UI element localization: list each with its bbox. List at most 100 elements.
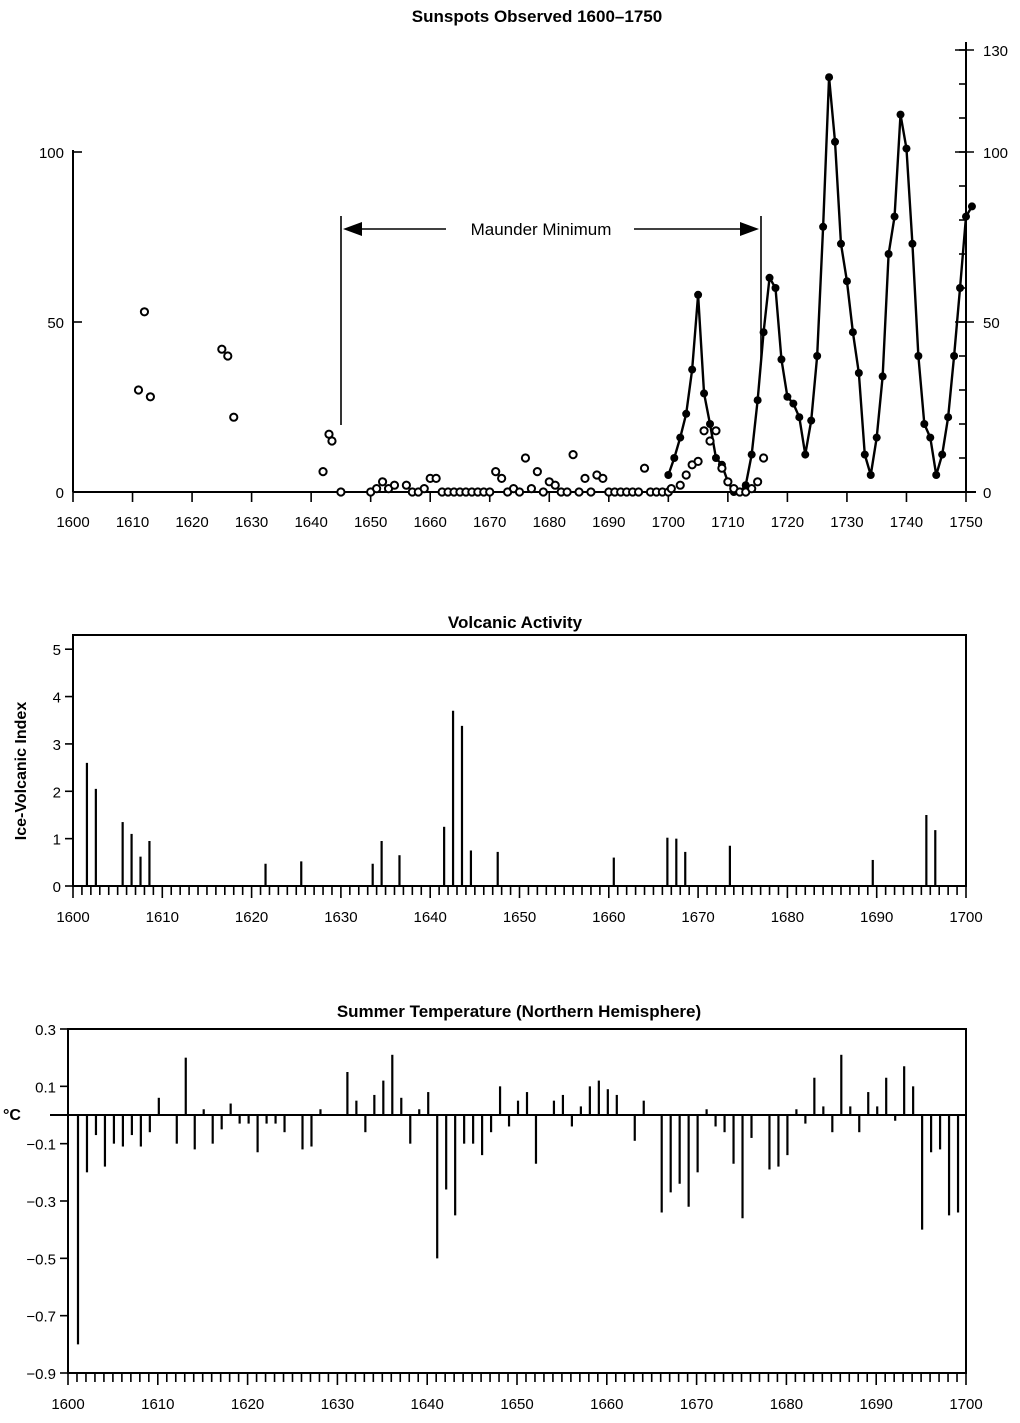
temperature-bars (76, 1054, 960, 1345)
sunspot-point-open (550, 480, 560, 490)
y-tick-label: 0.1 (35, 1079, 56, 1096)
y-tick-label-left: 0 (56, 485, 64, 502)
sunspot-point-filled (813, 352, 822, 360)
volcanic-ticks: 1600 1610 1620 1630 1640 1650 1660 1670 1680 1690… (53, 642, 983, 926)
x-tick-label: 1680 (770, 1396, 803, 1413)
sunspot-point-open (633, 487, 644, 497)
y-tick-label-right: 100 (983, 145, 1008, 162)
sunspot-point-filled (682, 409, 691, 418)
temperature-panel: Summer Temperature (Northern Hemisphere)… (3, 1002, 983, 1413)
x-tick-label: 1670 (680, 1396, 713, 1413)
sunspot-point-filled (700, 389, 709, 398)
volcanic-y-label: Ice-Volcanic Index (13, 702, 30, 841)
sunspot-line (667, 77, 973, 494)
x-tick-label: 1680 (533, 514, 566, 531)
x-tick-label: 1700 (652, 514, 685, 531)
sunspot-point-filled (795, 413, 804, 422)
sunspot-point-filled (854, 369, 863, 377)
x-tick-label: 1640 (294, 514, 327, 531)
x-tick-label: 1620 (175, 514, 208, 531)
sunspot-point-filled (759, 328, 768, 337)
x-tick-label: 1660 (590, 1396, 623, 1413)
sunspot-point-filled (914, 352, 923, 360)
x-tick-label: 1660 (414, 514, 447, 531)
sunspot-point-open (491, 467, 501, 477)
sunspot-point-filled (765, 273, 774, 282)
sunspot-point-open (223, 351, 233, 361)
x-tick-label: 1620 (235, 909, 268, 926)
sunspot-point-filled (896, 110, 905, 119)
sunspot-point-filled (860, 450, 869, 459)
sunspot-point-filled (872, 433, 881, 442)
x-tick-label: 1610 (141, 1396, 174, 1413)
sunspot-point-open (568, 450, 578, 460)
x-tick-label: 1670 (681, 909, 714, 926)
x-tick-label: 1690 (592, 514, 625, 531)
sunspot-point-filled (694, 290, 703, 299)
sunspot-point-open (705, 436, 715, 446)
x-tick-label: 1610 (146, 909, 179, 926)
sunspot-point-open (327, 436, 337, 446)
sunspot-point-filled (848, 328, 857, 337)
maunder-minimum-label: Maunder Minimum (471, 220, 612, 239)
sunspot-point-open (574, 487, 584, 497)
sunspots-title: Sunspots Observed 1600–1750 (412, 7, 662, 26)
sunspot-point-open (639, 463, 650, 473)
sunspot-point-filled (747, 450, 756, 459)
x-tick-label: 1720 (771, 514, 804, 531)
x-tick-label: 1630 (324, 909, 357, 926)
x-tick-label: 1680 (771, 909, 804, 926)
sunspot-point-open (711, 426, 721, 436)
y-tick-label-right: 50 (983, 315, 1000, 332)
sunspot-point-filled (944, 413, 953, 422)
sunspot-point-open (139, 307, 150, 317)
sunspot-point-filled (777, 355, 786, 364)
sunspot-point-filled (771, 284, 780, 292)
sunspot-point-open (377, 477, 388, 487)
x-tick-label: 1640 (411, 1396, 444, 1413)
sunspot-point-filled (836, 239, 845, 248)
y-tick-label: 4 (53, 690, 61, 707)
sunspot-point-filled (956, 284, 965, 292)
sunspot-point-open (717, 463, 727, 473)
sunspot-point-filled (938, 450, 947, 459)
sunspot-point-open (318, 467, 328, 477)
sunspot-point-filled (783, 392, 792, 401)
x-tick-label: 1600 (56, 514, 89, 531)
maunder-minimum-annotation: Maunder Minimum (340, 216, 762, 425)
sunspot-point-open (586, 487, 596, 497)
x-tick-label: 1650 (354, 514, 387, 531)
sunspot-point-open (580, 473, 590, 483)
x-tick-label: 1700 (949, 1396, 982, 1413)
sunspot-point-filled (908, 239, 917, 248)
y-tick-label: −0.5 (26, 1251, 56, 1268)
sunspot-point-open (598, 473, 608, 483)
sunspot-point-open (699, 426, 709, 436)
volcanic-bars (85, 710, 937, 886)
sunspot-point-open (747, 484, 757, 494)
sunspot-point-filled (920, 420, 929, 428)
sunspot-point-filled (711, 454, 720, 462)
sunspot-point-filled (688, 365, 697, 374)
volcanic-title: Volcanic Activity (448, 613, 583, 632)
sunspot-point-open (133, 385, 144, 395)
y-tick-label: 0.3 (35, 1022, 56, 1039)
y-tick-label-left: 100 (39, 145, 64, 162)
y-tick-label: 5 (53, 642, 61, 659)
sunspots-data (133, 73, 976, 497)
x-tick-label: 1600 (56, 909, 89, 926)
x-tick-label: 1650 (503, 909, 536, 926)
sunspot-point-filled (706, 420, 715, 428)
sunspots-panel: Sunspots Observed 1600–1750 1600 1610 1620… (39, 7, 1008, 531)
x-tick-label: 1690 (860, 909, 893, 926)
maunder-arrow-left-head (343, 222, 362, 236)
sunspot-point-filled (801, 450, 810, 459)
x-tick-label: 1630 (321, 1396, 354, 1413)
temperature-ticks: 1600 1610 1620 1630 1640 1650 1660 1670 1680 1690… (26, 1022, 982, 1413)
sunspot-point-open (336, 487, 346, 497)
sunspot-point-open (419, 484, 429, 494)
sunspot-point-open (538, 487, 548, 497)
sunspot-point-open (217, 344, 227, 354)
sunspot-point-open (753, 477, 763, 487)
